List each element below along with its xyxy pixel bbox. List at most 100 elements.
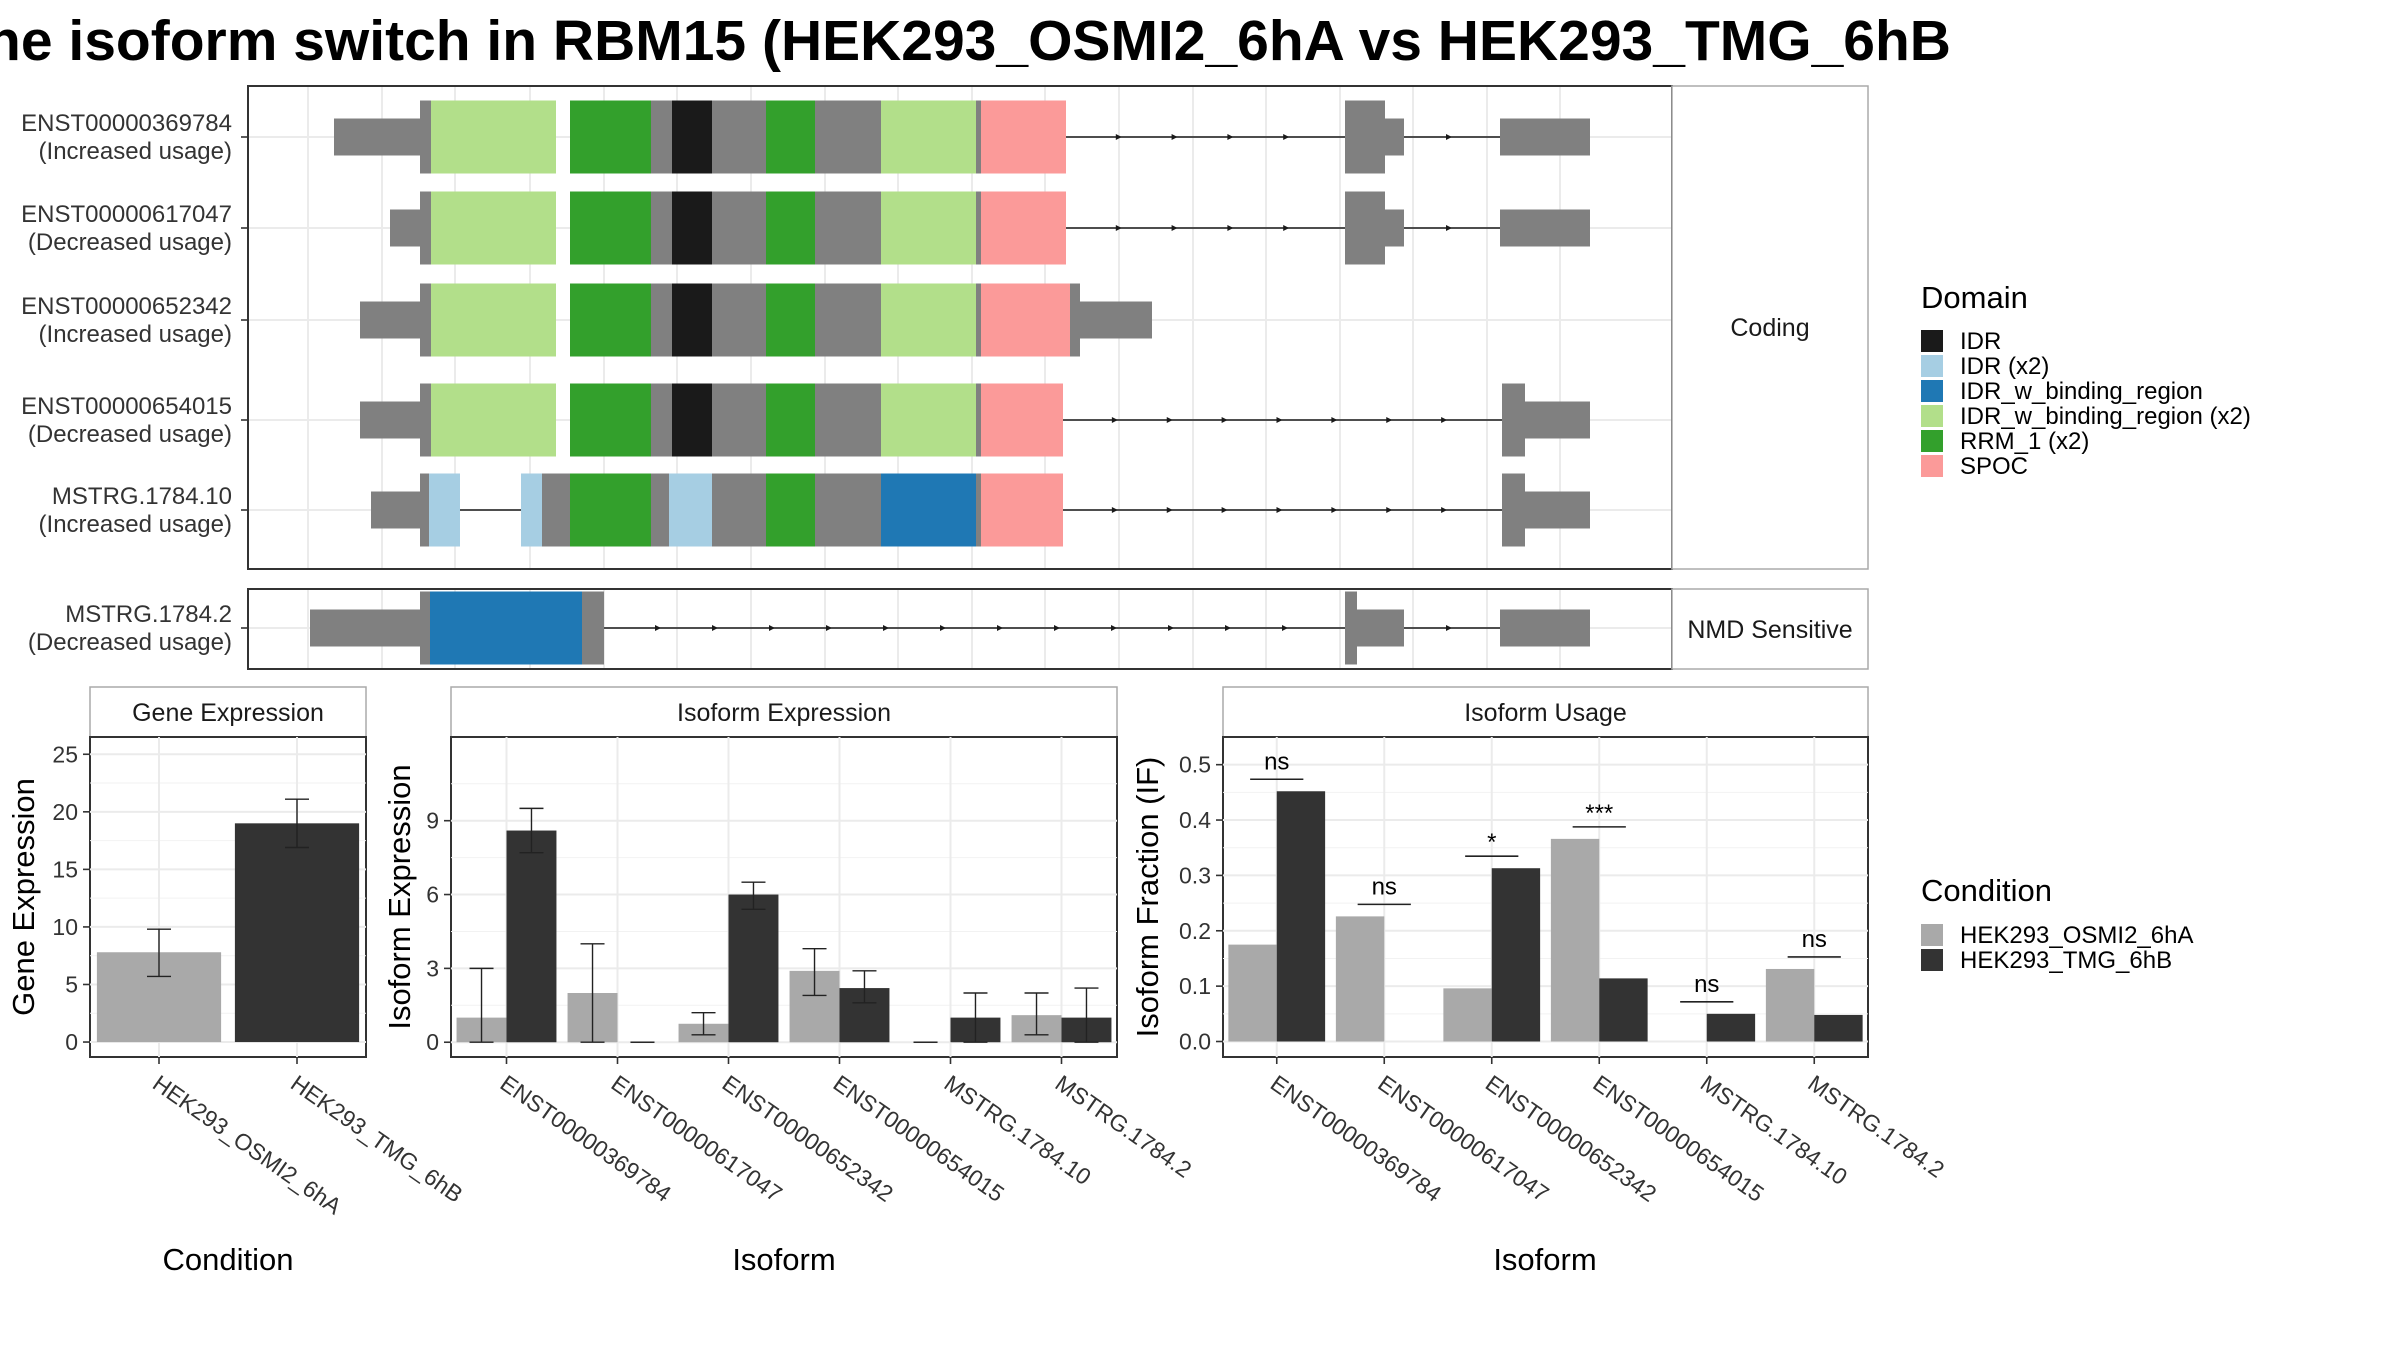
y-tick-label: 0.4	[1179, 807, 1211, 833]
utr-block	[1357, 609, 1404, 647]
isoform-usage-label: (Decreased usage)	[28, 629, 232, 656]
intron-arrow	[1221, 507, 1228, 513]
chart-strip-title: Gene Expression	[132, 699, 324, 727]
intron-arrow	[883, 625, 889, 631]
y-tick-label: 0.1	[1179, 973, 1211, 999]
cds-block	[651, 383, 672, 457]
bar-series-0	[1443, 988, 1492, 1042]
bar-series-1	[1491, 868, 1541, 1042]
chart-strip-title: Isoform Usage	[1464, 699, 1627, 727]
domain-rrm1	[570, 100, 651, 174]
domain-rrm1	[766, 383, 815, 457]
domain-rrm1	[570, 383, 651, 457]
condition-legend-swatch	[1921, 949, 1943, 971]
cds-block	[651, 100, 672, 174]
x-axis-title: Condition	[163, 1242, 294, 1277]
utr-block	[310, 609, 428, 647]
intron-arrow	[1441, 417, 1448, 423]
cds-block	[712, 100, 766, 174]
cds-block	[976, 473, 981, 547]
domain-legend-swatch	[1921, 430, 1943, 452]
domain-legend-label: IDR_w_binding_region (x2)	[1960, 403, 2251, 430]
intron-arrow	[1227, 225, 1234, 231]
cds-block	[420, 591, 430, 665]
cds-block	[1502, 383, 1525, 457]
isoform-row-label: MSTRG.1784.2	[65, 601, 232, 628]
significance-label: ns	[1372, 873, 1397, 900]
domain-legend-title: Domain	[1921, 280, 2028, 315]
utr-block	[360, 401, 428, 439]
isoform-usage-label: (Decreased usage)	[28, 229, 232, 256]
domain-idr-binding-x2	[431, 191, 556, 265]
intron-arrow	[1221, 417, 1228, 423]
domain-idr-binding-x2	[881, 191, 976, 265]
intron-arrow	[1276, 417, 1283, 423]
intron-arrow	[655, 625, 661, 631]
domain-idr	[672, 283, 712, 357]
condition-legend-label: HEK293_TMG_6hB	[1960, 947, 2172, 974]
domain-idr-binding	[881, 473, 976, 547]
intron-arrow	[1276, 507, 1283, 513]
domain-idr-x2	[669, 473, 712, 547]
cds-block	[815, 383, 881, 457]
significance-label: ns	[1802, 926, 1827, 953]
bar-series-1	[1599, 978, 1648, 1042]
intron-arrow	[1054, 625, 1060, 631]
utr-block	[1080, 301, 1152, 339]
intron-arrow	[1446, 134, 1452, 140]
domain-spoc	[981, 191, 1066, 265]
intron-arrow	[1283, 134, 1290, 140]
cds-block	[420, 473, 429, 547]
y-tick-label: 15	[52, 856, 78, 882]
cds-block	[582, 591, 604, 665]
domain-legend-swatch	[1921, 380, 1943, 402]
chart-1-group: Isoform Expression0369ENST00000369784ENS…	[382, 686, 1196, 1277]
isoform-usage-label: (Decreased usage)	[28, 421, 232, 448]
domain-idr-binding-x2	[881, 383, 976, 457]
utr-block	[1525, 491, 1590, 529]
bar-series-1	[1814, 1014, 1863, 1042]
intron-arrow	[1115, 225, 1122, 231]
domain-legend-label: IDR (x2)	[1960, 353, 2049, 380]
condition-legend-swatch	[1921, 924, 1943, 946]
domain-idr-binding-x2	[881, 283, 976, 357]
y-tick-label: 0.5	[1179, 752, 1211, 778]
significance-label: ns	[1694, 971, 1719, 998]
cds-block	[976, 283, 981, 357]
cds-block	[1502, 473, 1525, 547]
isoform-usage-label: (Increased usage)	[39, 138, 232, 165]
domain-legend-label: SPOC	[1960, 453, 2028, 480]
cds-block	[815, 473, 881, 547]
intron-arrow	[1446, 225, 1452, 231]
bar	[234, 823, 360, 1043]
bar-series-1	[728, 894, 779, 1043]
condition-legend-title: Condition	[1921, 873, 2052, 908]
intron-arrow	[1283, 225, 1290, 231]
y-tick-label: 25	[52, 741, 78, 767]
utr-block	[360, 301, 428, 339]
utr-block	[334, 118, 428, 156]
domain-idr-binding-x2	[431, 100, 556, 174]
domain-rrm1	[570, 191, 651, 265]
y-tick-label: 0.3	[1179, 862, 1211, 888]
cds-block	[976, 383, 981, 457]
y-tick-label: 0	[65, 1029, 78, 1055]
cds-block	[976, 100, 981, 174]
x-axis-title: Isoform	[1493, 1242, 1596, 1277]
isoform-row-label: ENST00000652342	[21, 293, 232, 320]
bar-series-1	[1706, 1013, 1756, 1042]
bar-series-1	[506, 830, 557, 1043]
domain-idr-x2	[521, 473, 542, 547]
coding-strip	[1671, 85, 1869, 570]
utr-block	[1500, 209, 1590, 247]
domain-idr-binding-x2	[881, 100, 976, 174]
cds-block	[712, 383, 766, 457]
utr-block	[1385, 209, 1404, 247]
cds-block	[1345, 191, 1385, 265]
intron-arrow	[997, 625, 1003, 631]
intron-arrow	[1166, 417, 1173, 423]
cds-block	[542, 473, 570, 547]
intron-arrow	[1331, 507, 1338, 513]
bar-series-1	[1276, 791, 1326, 1042]
